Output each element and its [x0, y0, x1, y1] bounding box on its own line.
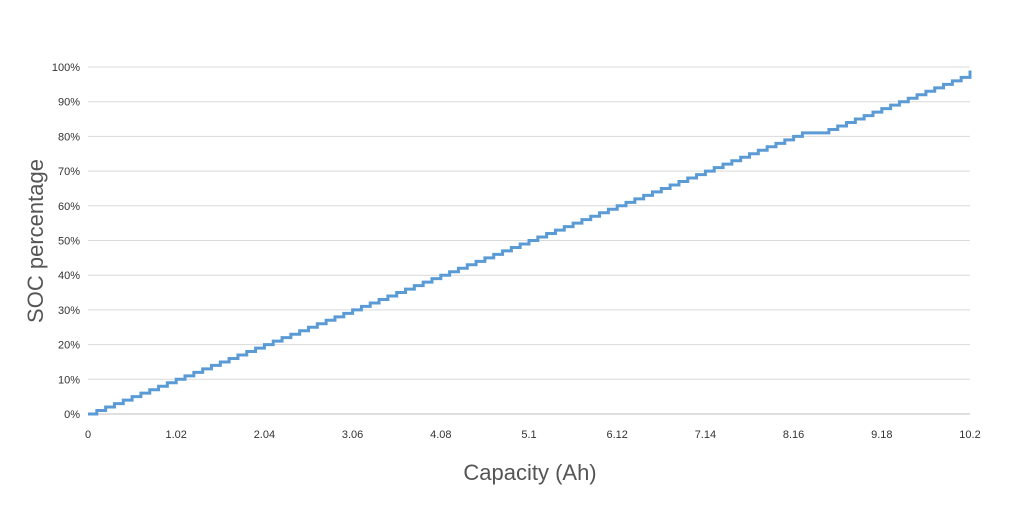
y-tick-label: 40% — [58, 270, 80, 282]
x-axis-title: Capacity (Ah) — [463, 460, 596, 485]
x-tick-label: 0 — [85, 429, 91, 441]
y-axis-title: SOC percentage — [23, 159, 48, 323]
y-tick-label: 30% — [58, 305, 80, 317]
y-tick-label: 70% — [58, 166, 80, 178]
x-tick-label: 5.1 — [521, 429, 536, 441]
series-line-soc — [88, 70, 972, 416]
x-tick-label: 6.12 — [606, 429, 627, 441]
x-tick-label: 3.06 — [342, 429, 363, 441]
x-tick-label: 1.02 — [165, 429, 186, 441]
x-tick-label: 10.2 — [959, 429, 980, 441]
x-axis-ticks: 0 1.02 2.04 3.06 4.08 5.1 6.12 7.14 8.16 9.18 10.2 — [85, 429, 981, 441]
y-tick-label: 100% — [52, 62, 80, 74]
y-tick-label: 80% — [58, 131, 80, 143]
grid-lines — [88, 66, 970, 380]
y-tick-label: 90% — [58, 97, 80, 109]
x-tick-label: 8.16 — [783, 429, 804, 441]
y-tick-label: 20% — [58, 340, 80, 352]
y-axis-ticks: 0% 10% 20% 30% 40% 50% 60% 70% 80% 90% 100% — [52, 62, 80, 421]
y-tick-label: 60% — [58, 201, 80, 213]
y-tick-label: 50% — [58, 236, 80, 248]
x-tick-label: 2.04 — [254, 429, 275, 441]
y-tick-label: 0% — [64, 409, 80, 421]
x-tick-label: 4.08 — [430, 429, 451, 441]
x-tick-label: 9.18 — [871, 429, 892, 441]
x-tick-label: 7.14 — [695, 429, 716, 441]
y-tick-label: 10% — [58, 374, 80, 386]
